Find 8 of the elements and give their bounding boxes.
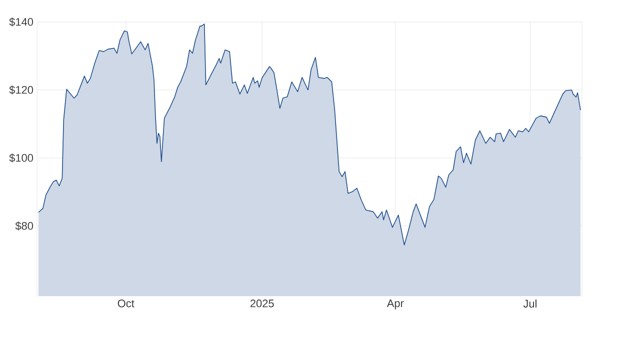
y-tick-label: $140 bbox=[9, 18, 34, 26]
y-tick-label: $120 bbox=[9, 86, 34, 94]
x-tick-label: Jul bbox=[523, 300, 536, 308]
x-tick-label: Apr bbox=[386, 300, 404, 310]
x-tick-label: Oct bbox=[118, 300, 134, 308]
x-tick-label: 2025 bbox=[250, 300, 274, 308]
y-tick-label: $80 bbox=[15, 222, 34, 230]
y-tick-label: $100 bbox=[9, 154, 34, 162]
